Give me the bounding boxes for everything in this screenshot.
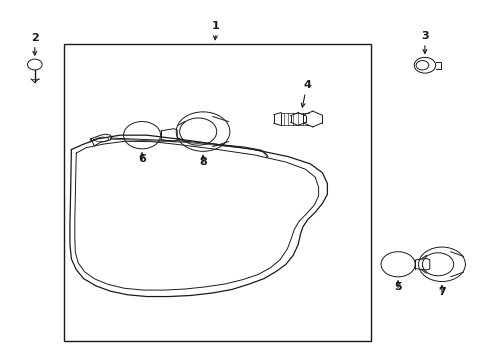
Text: 7: 7 [437,287,445,297]
Text: 3: 3 [420,31,428,41]
Bar [64,44,370,341]
Text: 1: 1 [211,21,219,31]
Text: 8: 8 [199,157,206,167]
Text: 6: 6 [138,154,146,164]
Text: 4: 4 [304,80,311,90]
Text: 5: 5 [393,282,401,292]
Text: 2: 2 [31,33,39,43]
